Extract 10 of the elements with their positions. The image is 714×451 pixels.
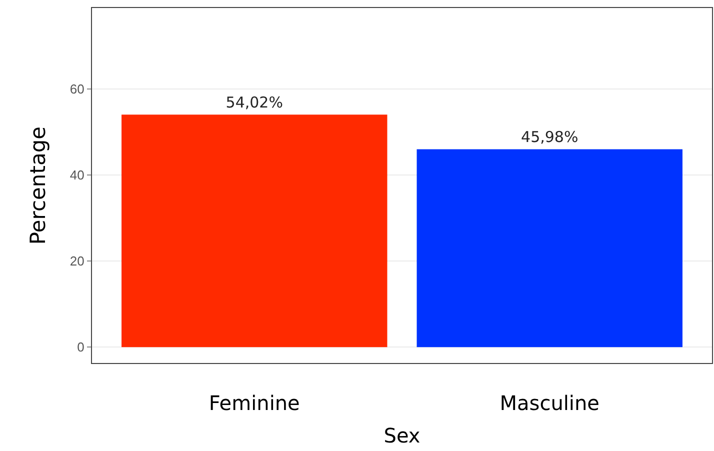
x-tick-label: Masculine — [500, 391, 600, 415]
y-tick-label: 20 — [70, 254, 84, 269]
y-tick-label: 0 — [77, 340, 84, 355]
data-label: 54,02% — [226, 94, 283, 112]
x-axis-title: Sex — [384, 424, 420, 448]
y-axis-title: Percentage — [26, 126, 50, 245]
y-tick-label: 40 — [70, 168, 84, 183]
data-label: 45,98% — [521, 128, 578, 146]
x-tick-label: Feminine — [208, 391, 300, 415]
y-tick-label: 60 — [70, 81, 84, 96]
